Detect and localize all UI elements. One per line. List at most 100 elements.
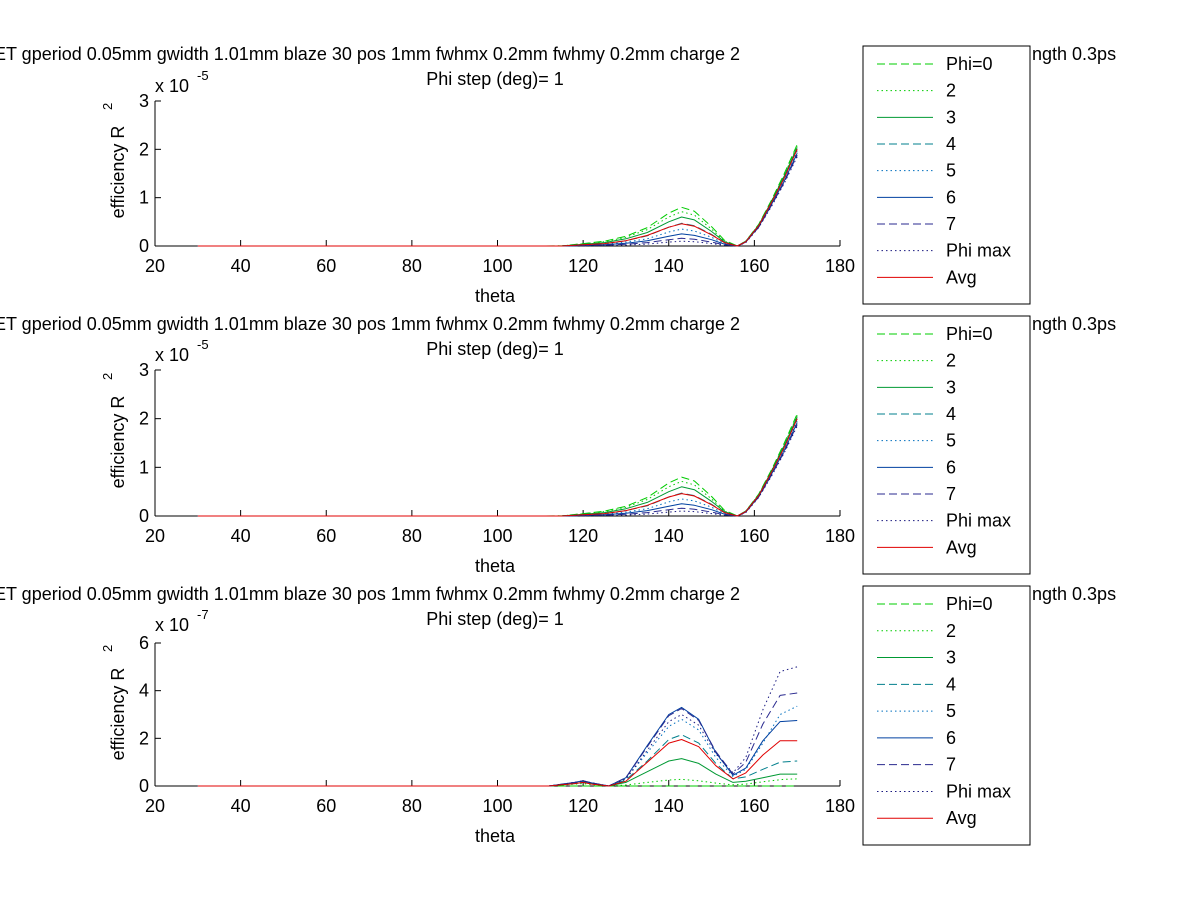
subplot-1-xtick-label: 180 [825,256,855,276]
subplot-1-exponent-label: x 10 [155,76,189,96]
subplot-2-plot-area: 20 40 60 80 100 120 140 160 180 0 1 2 3 [139,360,855,546]
subplot-1-ytick-label: 3 [139,91,149,111]
subplot-3-xtick-label: 80 [402,796,422,816]
subplot-2-legend-label-8: Phi max [946,511,1011,531]
subplot-1-legend-label-9: Avg [946,267,977,287]
subplot-1-xtick-label: 140 [654,256,684,276]
subplot-1-xtick-label: 80 [402,256,422,276]
subplot-2-legend-label-9: Avg [946,537,977,557]
subplot-2-legend-label-6: 6 [946,457,956,477]
subplot-2-ylabel: efficiency R 2 [100,373,128,489]
subplot-2-xtick-label: 100 [482,526,512,546]
subplot-2-xtick-label: 120 [568,526,598,546]
subplot-2-exponent-label: x 10 [155,345,189,365]
subplot-1-ytick-label: 1 [139,188,149,208]
subplot-2-xtick-label: 80 [402,526,422,546]
subplot-1-legend-label-7: 7 [946,214,956,234]
subplot-1-legend-label-1: Phi=0 [946,54,993,74]
subplot-3-ytick-label: 4 [139,681,149,701]
subplot-2-legend-label-2: 2 [946,351,956,371]
subplot-2-legend-label-4: 4 [946,404,956,424]
subplot-3-legend-label-8: Phi max [946,781,1011,801]
subplot-1-legend: Phi=0 2 3 4 5 6 7 Phi max Avg [862,45,1031,305]
subplot-3-legend-label-7: 7 [946,755,956,775]
subplot-1-title-end: ngth 0.3ps [1032,44,1116,64]
subplot-1-subtitle: Phi step (deg)= 1 [426,69,564,89]
subplot-2-ytick-label: 0 [139,506,149,526]
subplot-2-xtick-label: 40 [231,526,251,546]
subplot-2-series-line-9 [197,418,798,517]
subplot-3-legend-label-1: Phi=0 [946,594,993,614]
subplot-2-ytick-label: 3 [139,360,149,380]
subplot-3-legend-box [862,585,1031,846]
subplot-1-series-line-8 [197,156,798,247]
subplot-3-plot-area: 20 40 60 80 100 120 140 160 180 0 2 4 6 [139,633,855,816]
subplot-2-legend-label-3: 3 [946,377,956,397]
subplot-2-xtick-label: 60 [316,526,336,546]
subplot-2-ylabel-sup: 2 [100,373,115,380]
subplot-2-exponent: x 10 -5 [155,337,209,365]
subplot-2: ET gperiod 0.05mm gwidth 1.01mm blaze 30… [0,314,1116,576]
subplot-3-xtick-label: 100 [482,796,512,816]
subplot-1-title: ET gperiod 0.05mm gwidth 1.01mm blaze 30… [0,44,740,64]
subplot-2-title: ET gperiod 0.05mm gwidth 1.01mm blaze 30… [0,314,740,334]
subplot-3-exponent-sup: -7 [197,607,209,622]
subplot-2-legend-label-1: Phi=0 [946,324,993,344]
subplot-3-xtick-label: 180 [825,796,855,816]
subplot-3-ylabel-sup: 2 [100,645,115,652]
subplot-2-xlabel: theta [475,556,516,576]
subplot-1-legend-label-8: Phi max [946,241,1011,261]
subplot-3-ytick-label: 2 [139,728,149,748]
subplot-1-ytick-label: 0 [139,236,149,256]
subplot-1-legend-label-2: 2 [946,81,956,101]
subplot-1-ylabel: efficiency R 2 [100,103,128,219]
subplot-3-xtick-label: 60 [316,796,336,816]
subplot-3: ET gperiod 0.05mm gwidth 1.01mm blaze 30… [0,584,1116,846]
subplot-1-legend-label-4: 4 [946,134,956,154]
subplot-1-xlabel: theta [475,286,516,306]
subplot-3-xtick-label: 20 [145,796,165,816]
subplot-3-legend-label-5: 5 [946,701,956,721]
subplot-3-subtitle: Phi step (deg)= 1 [426,609,564,629]
subplot-1-legend-label-3: 3 [946,107,956,127]
subplot-3-title-end: ngth 0.3ps [1032,584,1116,604]
subplot-3-ylabel: efficiency R 2 [100,645,128,761]
subplot-1-xtick-label: 120 [568,256,598,276]
subplot-3-legend-label-2: 2 [946,621,956,641]
subplot-3-series-line-7 [197,692,798,787]
subplot-1-legend-label-6: 6 [946,187,956,207]
subplot-3-legend-label-6: 6 [946,728,956,748]
subplot-2-ytick-label: 2 [139,409,149,429]
subplot-1-xtick-label: 100 [482,256,512,276]
subplot-1-ylabel-sup: 2 [100,103,115,110]
subplot-3-legend: Phi=0 2 3 4 5 6 7 Phi max Avg [862,585,1031,846]
subplot-2-series-line-1 [197,413,798,517]
subplot-1-plot-area: 20 40 60 80 100 120 140 160 180 0 1 2 3 [139,91,855,276]
subplot-2-legend-label-5: 5 [946,431,956,451]
subplot-2-xtick-label: 140 [654,526,684,546]
subplot-3-xtick-label: 160 [739,796,769,816]
subplot-2-title-end: ngth 0.3ps [1032,314,1116,334]
subplot-2-legend: Phi=0 2 3 4 5 6 7 Phi max Avg [862,315,1031,575]
subplot-1-exponent: x 10 -5 [155,68,209,96]
subplot-1-legend-label-5: 5 [946,161,956,181]
subplot-3-ytick-label: 0 [139,776,149,796]
subplot-2-xtick-label: 180 [825,526,855,546]
subplot-3-xtick-label: 40 [231,796,251,816]
subplot-3-xlabel: theta [475,826,516,846]
subplot-1-xtick-label: 20 [145,256,165,276]
subplot-3-ylabel-text: efficiency R [108,668,128,761]
subplot-3-xtick-label: 140 [654,796,684,816]
subplot-3-legend-label-4: 4 [946,674,956,694]
subplot-3-exponent-label: x 10 [155,615,189,635]
subplot-3-ytick-label: 6 [139,633,149,653]
subplot-1-xtick-label: 40 [231,256,251,276]
subplot-1-legend-box [862,45,1031,305]
subplot-2-legend-label-7: 7 [946,484,956,504]
subplot-3-legend-label-3: 3 [946,648,956,668]
subplot-3-series-line-8 [197,666,798,787]
subplot-3-legend-label-9: Avg [946,808,977,828]
subplot-3-series-line-2 [197,778,798,787]
subplot-3-xtick-label: 120 [568,796,598,816]
